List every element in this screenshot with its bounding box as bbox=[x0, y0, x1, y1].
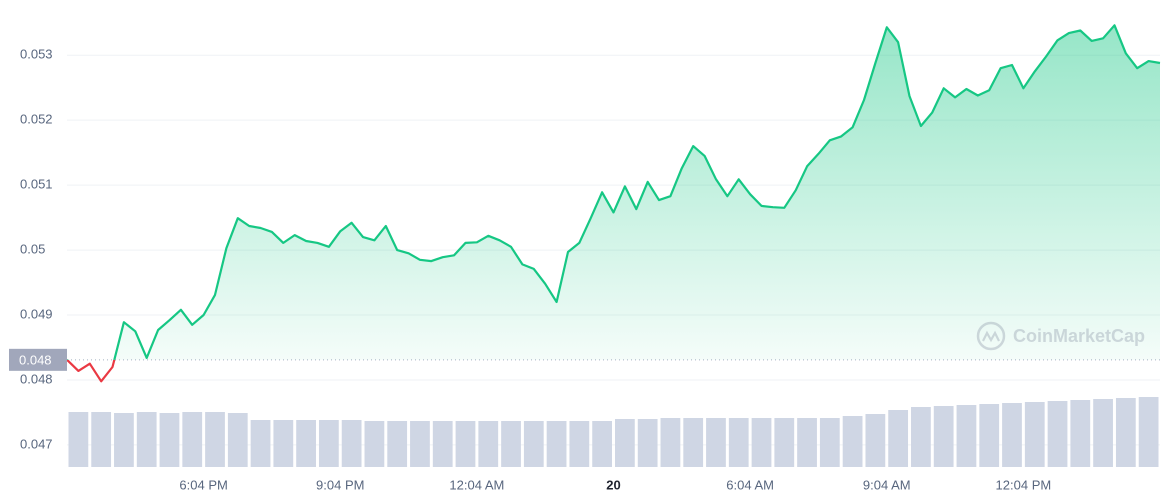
volume-bar bbox=[318, 420, 339, 467]
volume-bar bbox=[296, 420, 316, 467]
volume-bar bbox=[432, 421, 453, 467]
volume-bar bbox=[660, 418, 681, 467]
volume-bar bbox=[683, 418, 704, 467]
volume-bar bbox=[842, 416, 863, 467]
watermark-text: CoinMarketCap bbox=[1013, 326, 1145, 346]
volume-bar bbox=[455, 421, 476, 467]
volume-bar bbox=[250, 420, 271, 467]
volume-bar bbox=[979, 404, 1000, 467]
y-tick-label: 0.052 bbox=[20, 112, 53, 127]
volume-bar bbox=[478, 421, 499, 467]
volume-bar bbox=[592, 421, 612, 467]
volume-bar bbox=[546, 421, 567, 467]
volume-bar bbox=[182, 412, 203, 467]
price-area bbox=[67, 25, 1160, 360]
y-tick-label: 0.05 bbox=[20, 242, 45, 257]
volume-bar bbox=[933, 406, 954, 467]
x-tick-label: 6:04 PM bbox=[179, 477, 227, 492]
volume-bar bbox=[159, 413, 180, 467]
volume-bar bbox=[637, 419, 658, 467]
watermark: CoinMarketCap bbox=[976, 321, 1145, 351]
volume-bar bbox=[68, 412, 89, 467]
x-tick-label: 6:04 AM bbox=[726, 477, 774, 492]
x-tick-label: 9:04 PM bbox=[316, 477, 364, 492]
y-tick-label: 0.048 bbox=[20, 371, 53, 386]
volume-bar bbox=[797, 418, 817, 467]
y-tick-label: 0.053 bbox=[20, 47, 53, 62]
volume-bar bbox=[91, 412, 112, 467]
y-tick-label: 0.051 bbox=[20, 177, 53, 192]
x-tick-label: 12:04 AM bbox=[449, 477, 504, 492]
volume-bar bbox=[1093, 399, 1113, 467]
volume-bar bbox=[706, 418, 726, 467]
volume-bar bbox=[136, 412, 157, 467]
baseline-label: 0.048 bbox=[19, 352, 52, 367]
y-tick-label: 0.047 bbox=[20, 436, 53, 451]
price-line-up bbox=[66, 24, 1161, 360]
volume-bar bbox=[501, 421, 521, 467]
volume-bar bbox=[114, 413, 134, 467]
volume-bar bbox=[1138, 397, 1159, 467]
volume-bar bbox=[819, 418, 840, 467]
volume-bar bbox=[273, 420, 294, 467]
volume-bar bbox=[774, 418, 795, 467]
volume-bar bbox=[205, 412, 225, 467]
volume-bar bbox=[364, 421, 385, 467]
volume-bar bbox=[911, 407, 931, 467]
volume-bar bbox=[888, 410, 909, 467]
volume-bar bbox=[569, 421, 590, 467]
y-tick-label: 0.049 bbox=[20, 306, 53, 321]
volume-bar bbox=[341, 420, 362, 467]
volume-bar bbox=[1115, 398, 1136, 467]
x-tick-label: 9:04 AM bbox=[863, 477, 911, 492]
volume-bar bbox=[865, 414, 886, 467]
volume-bar bbox=[751, 418, 772, 467]
volume-bar bbox=[956, 405, 977, 467]
volume-bar bbox=[1047, 401, 1068, 467]
baseline-label-box bbox=[9, 348, 67, 371]
volume-bar bbox=[1070, 400, 1091, 467]
volume-bar bbox=[728, 418, 749, 467]
volume-bar bbox=[1002, 403, 1022, 467]
volume-bar bbox=[410, 421, 430, 467]
x-tick-label: 12:04 PM bbox=[996, 477, 1052, 492]
volume-bar bbox=[615, 419, 635, 467]
volume-bar bbox=[523, 421, 544, 467]
volume-bar bbox=[227, 413, 248, 467]
x-tick-label: 20 bbox=[606, 477, 620, 492]
volume-bar bbox=[1024, 402, 1045, 467]
volume-bar bbox=[387, 421, 408, 467]
